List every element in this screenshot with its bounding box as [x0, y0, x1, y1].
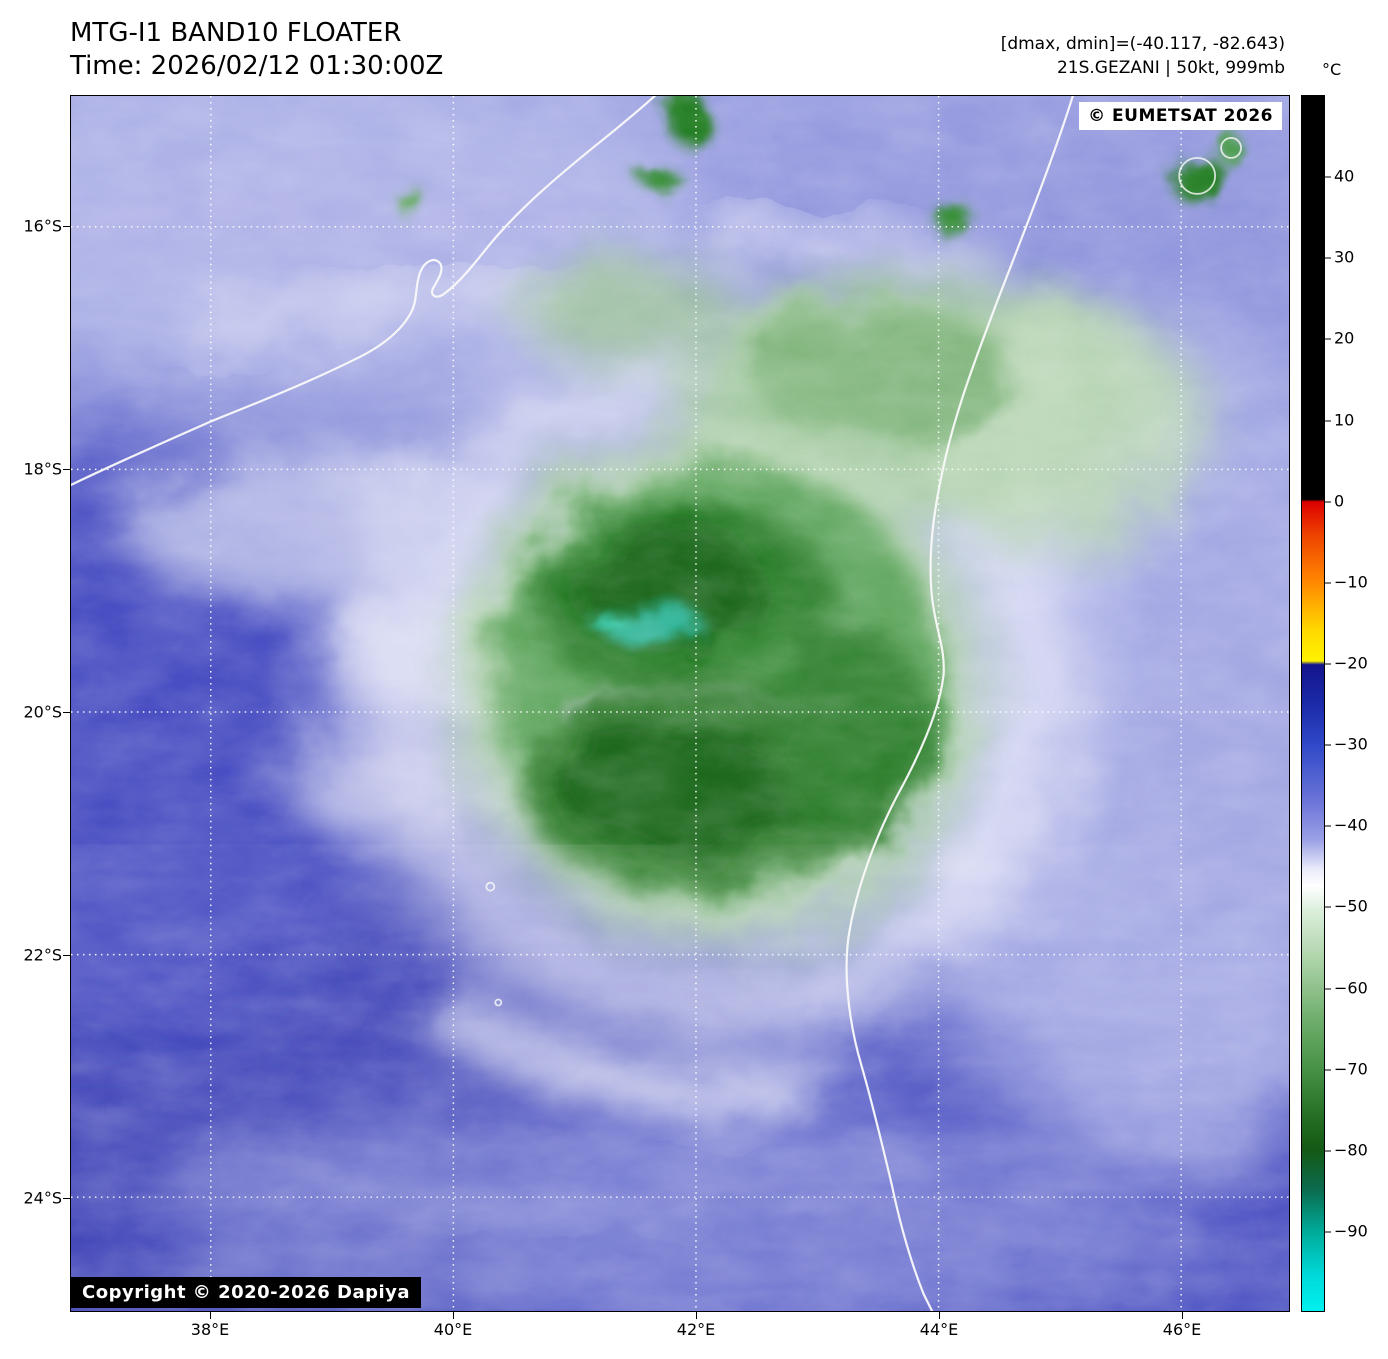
lon-tickmark — [210, 1312, 211, 1319]
colorbar-tick-0: 0 — [1323, 491, 1345, 511]
lat-label-22s: 22°S — [23, 945, 62, 965]
lon-tickmark — [1182, 1312, 1183, 1319]
colorbar-unit-label: °C — [1322, 60, 1342, 79]
header-right: [dmax, dmin]=(-40.117, -82.643) 21S.GEZA… — [1001, 32, 1285, 80]
copyright-badge: Copyright © 2020-2026 Dapiya — [71, 1277, 422, 1308]
colorbar-tick-m40: −40 — [1324, 815, 1368, 835]
lon-label-38e: 38°E — [190, 1320, 230, 1339]
colorbar-tick-m50: −50 — [1324, 896, 1368, 916]
colorbar-tick-m10: −10 — [1324, 572, 1368, 592]
timestamp: Time: 2026/02/12 01:30:00Z — [70, 51, 444, 81]
eumetsat-credit-badge: © EUMETSAT 2026 — [1079, 102, 1282, 130]
lon-tickmark — [453, 1312, 454, 1319]
colorbar-tick-m70: −70 — [1324, 1059, 1368, 1079]
lon-tickmark — [939, 1312, 940, 1319]
colorbar-gradient — [1301, 95, 1325, 1312]
lat-tickmark — [63, 226, 70, 227]
lon-label-44e: 44°E — [919, 1320, 959, 1339]
lon-label-40e: 40°E — [433, 1320, 473, 1339]
lat-label-24s: 24°S — [23, 1188, 62, 1208]
gridlines — [71, 96, 1289, 1311]
coastline-africa — [71, 96, 657, 487]
lat-tickmark — [63, 1198, 70, 1199]
colorbar-tick-m60: −60 — [1324, 978, 1368, 998]
colorbar-tick-m20: −20 — [1324, 653, 1368, 673]
lat-label-20s: 20°S — [23, 702, 62, 722]
lon-label-42e: 42°E — [676, 1320, 716, 1339]
coastline-overlay — [71, 96, 1242, 1311]
satellite-image — [71, 96, 1289, 1311]
dmax-dmin-readout: [dmax, dmin]=(-40.117, -82.643) — [1000, 34, 1285, 54]
lat-tickmark — [63, 712, 70, 713]
colorbar-tick-m30: −30 — [1324, 734, 1368, 754]
lon-label-46e: 46°E — [1162, 1320, 1202, 1339]
coastline-madagascar — [845, 96, 1074, 1311]
colorbar-tick-30: 30 — [1323, 247, 1355, 267]
colorbar-tick-20: 20 — [1323, 328, 1355, 348]
lat-tickmark — [63, 955, 70, 956]
island-markers — [485, 137, 1242, 1007]
colorbar-tick-10: 10 — [1323, 410, 1355, 430]
lat-tickmark — [63, 469, 70, 470]
satellite-map-frame — [70, 95, 1290, 1312]
storm-info: 21S.GEZANI | 50kt, 999mb — [1056, 58, 1285, 78]
colorbar-tick-40: 40 — [1323, 166, 1355, 186]
lon-tickmark — [696, 1312, 697, 1319]
colorbar-tick-m90: −90 — [1324, 1221, 1368, 1241]
lat-label-18s: 18°S — [23, 459, 62, 479]
page-title: MTG-I1 BAND10 FLOATER — [70, 18, 402, 48]
lat-label-16s: 16°S — [23, 216, 62, 236]
colorbar-tick-m80: −80 — [1324, 1140, 1368, 1160]
